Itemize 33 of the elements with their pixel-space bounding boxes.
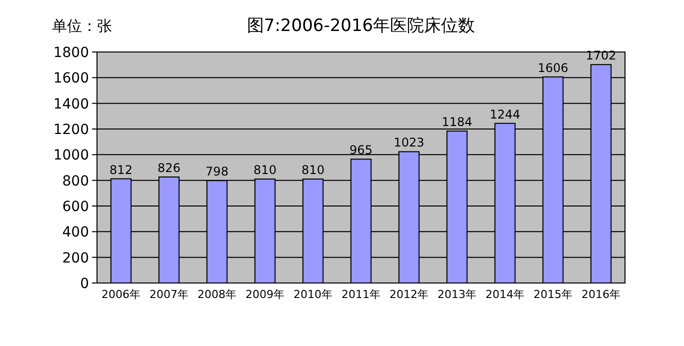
x-tick-label: 2011年 xyxy=(342,288,380,301)
y-tick-label: 1600 xyxy=(53,70,89,87)
y-tick-label: 1200 xyxy=(53,122,89,138)
data-label: 812 xyxy=(110,162,132,177)
x-tick-label: 2009年 xyxy=(246,288,284,301)
data-label: 810 xyxy=(254,163,276,178)
y-tick-label: 1800 xyxy=(53,45,89,61)
chart-title: 图7:2006-2016年医院床位数 xyxy=(246,16,476,36)
y-tick-label: 1400 xyxy=(53,96,89,112)
x-tick-label: 2016年 xyxy=(582,288,620,301)
x-tick-label: 2010年 xyxy=(294,288,332,301)
x-tick-label: 2014年 xyxy=(486,288,524,301)
y-tick-label: 0 xyxy=(80,276,89,292)
y-tick-label: 1000 xyxy=(53,148,89,164)
x-tick-label: 2013年 xyxy=(438,288,476,301)
data-label: 810 xyxy=(302,163,324,178)
y-tick-label: 200 xyxy=(62,250,89,266)
x-tick-label: 2006年 xyxy=(102,288,140,301)
data-label: 1184 xyxy=(442,115,472,130)
x-tick-label: 2007年 xyxy=(150,288,188,301)
x-tick-label: 2008年 xyxy=(198,288,236,301)
y-tick-label: 800 xyxy=(62,173,89,190)
text: 单位：张 xyxy=(52,17,112,35)
data-label: 1606 xyxy=(538,60,568,75)
data-label: 798 xyxy=(206,164,228,179)
x-tick-label: 2012年 xyxy=(390,288,428,301)
data-label: 826 xyxy=(158,160,180,175)
data-label: 1023 xyxy=(394,136,424,150)
data-label: 965 xyxy=(350,143,372,158)
y-tick-label: 600 xyxy=(62,199,89,215)
y-tick-label: 400 xyxy=(62,224,89,241)
data-label: 1244 xyxy=(490,107,520,122)
x-tick-label: 2015年 xyxy=(534,288,572,301)
